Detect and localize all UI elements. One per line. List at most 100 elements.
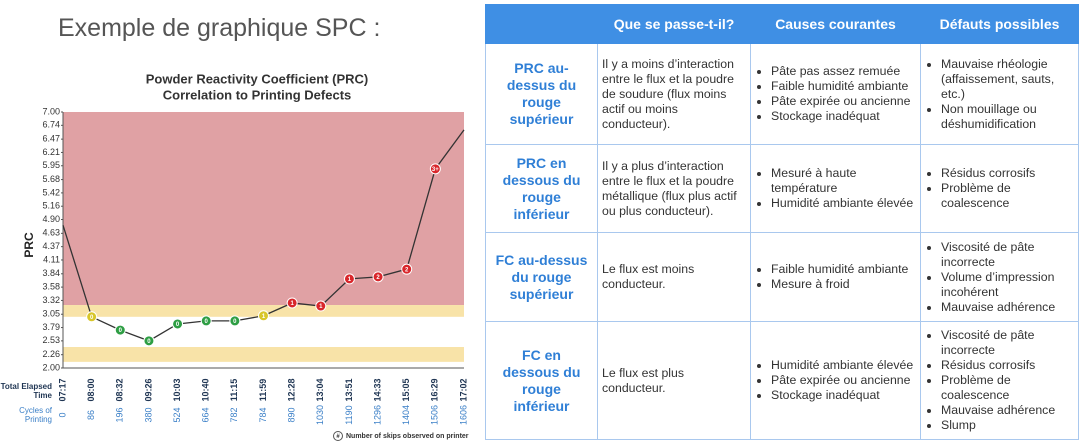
- y-tick-label: 6.47: [42, 134, 60, 144]
- legend-symbol: #: [336, 434, 340, 440]
- x-tick-label: 11:59: [258, 379, 268, 402]
- bullet-list: Viscosité de pâte incorrecteRésidus corr…: [925, 328, 1074, 433]
- data-point: [172, 318, 184, 330]
- bullet-item: Problème de coalescence: [941, 373, 1074, 403]
- y-tick-label: 4.63: [42, 228, 60, 238]
- point-label: 0: [147, 339, 151, 345]
- point-label: 0: [205, 319, 209, 325]
- header-cell: Que se passe-t-il?: [597, 4, 751, 44]
- table: Que se passe-t-il? Causes courantes Défaut…: [485, 4, 1079, 440]
- bullet-item: Faible humidité ambiante: [771, 262, 916, 277]
- x-tick-label: 11:15: [229, 379, 239, 402]
- table-row: PRC en dessous du rouge inférieur Il y a …: [485, 144, 1079, 233]
- x-tick-label: 07:17: [57, 378, 67, 401]
- y-tick-label: 2.26: [42, 349, 60, 359]
- y-tick-label: 7.00: [42, 106, 60, 116]
- data-point: [114, 324, 126, 336]
- header-cell: Causes courantes: [750, 4, 921, 44]
- bullet-item: Mauvaise adhérence: [941, 300, 1074, 315]
- bullet-list: Résidus corrosifsProblème de coalescence: [925, 166, 1074, 211]
- cell: Il y a moins d’interaction entre le flux…: [597, 43, 751, 145]
- x2-tick-label: 890: [287, 407, 297, 422]
- data-point: [286, 297, 298, 309]
- table-row: FC au-dessus du rouge supérieur Le flux e…: [485, 232, 1079, 322]
- chart: Powder Reactivity Coefficient (PRC)Corre…: [1, 71, 469, 441]
- list-cell: Résidus corrosifsProblème de coalescence: [920, 144, 1079, 233]
- point-label: 1: [348, 277, 352, 283]
- point-label: 0: [176, 322, 180, 328]
- list-cell: Mauvaise rhéologie (affaissement, sauts,…: [920, 43, 1079, 145]
- data-point: [229, 315, 241, 327]
- bullet-item: Humidité ambiante élevée: [771, 196, 916, 211]
- y-tick-label: 5.42: [42, 187, 60, 197]
- x-tick-label: 13:04: [315, 378, 325, 401]
- x-axis-label: Total Elapsed: [1, 382, 53, 391]
- bullet-item: Humidité ambiante élevée: [771, 358, 916, 373]
- y-tick-label: 3.79: [42, 322, 60, 332]
- bullet-list: Mesuré à haute températureHumidité ambia…: [755, 166, 916, 211]
- x2-tick-label: 524: [172, 407, 182, 422]
- x-tick-label: 08:32: [115, 378, 125, 401]
- bullet-item: Pâte expirée ou ancienne: [771, 94, 916, 109]
- list-cell: Viscosité de pâte incorrecteRésidus corr…: [920, 321, 1079, 440]
- bullet-item: Volume d’impression incohérent: [941, 270, 1074, 300]
- x2-tick-label: 1296: [372, 405, 382, 425]
- x2-tick-label: 1190: [344, 405, 354, 424]
- bullet-item: Résidus corrosifs: [941, 166, 1074, 181]
- chart-title: Powder Reactivity Coefficient (PRC): [146, 71, 369, 86]
- x2-tick-label: 1030: [315, 405, 325, 425]
- y-tick-label: 3.05: [42, 309, 60, 319]
- list-cell: Humidité ambiante élevéePâte expirée ou …: [750, 321, 921, 440]
- x-tick-label: 12:28: [287, 378, 297, 401]
- bullet-item: Mauvaise adhérence: [941, 403, 1074, 418]
- x-tick-label: 10:40: [201, 378, 211, 401]
- list-cell: Faible humidité ambianteMesure à froid: [750, 232, 921, 322]
- x-tick-label: 14:33: [372, 378, 382, 401]
- y-tick-label: 4.37: [42, 241, 60, 251]
- data-point: [143, 335, 155, 347]
- y-tick-label: 5.95: [42, 160, 60, 170]
- bullet-item: Viscosité de pâte incorrecte: [941, 240, 1074, 270]
- x-tick-label: 17:02: [458, 378, 468, 401]
- bullet-list: Pâte pas assez remuéeFaible humidité amb…: [755, 64, 916, 124]
- bullet-item: Mesuré à haute température: [771, 166, 916, 196]
- bullet-item: Stockage inadéquat: [771, 388, 916, 403]
- row-header: PRC en dessous du rouge inférieur: [485, 144, 598, 233]
- bullet-item: Non mouillage ou déshumidification: [941, 102, 1074, 132]
- point-label: 3+: [432, 167, 439, 173]
- point-label: 1: [290, 301, 294, 307]
- point-label: 0: [233, 319, 237, 325]
- data-point: [315, 300, 327, 312]
- header-row: Que se passe-t-il? Causes courantes Défaut…: [485, 4, 1079, 44]
- x2-tick-label: 86: [86, 410, 96, 420]
- bullet-item: Stockage inadéquat: [771, 109, 916, 124]
- heading: Exemple de graphique SPC :: [58, 14, 381, 42]
- point-label: 2: [376, 275, 380, 281]
- legend-text: Number of skips observed on printer: [346, 433, 469, 440]
- bullet-item: Mauvaise rhéologie (affaissement, sauts,…: [941, 57, 1074, 102]
- bullet-item: Slump: [941, 418, 1074, 433]
- header-cell: [485, 4, 598, 44]
- zone: [63, 347, 464, 362]
- point-label: 1: [319, 304, 323, 310]
- x2-tick-label: 664: [201, 407, 211, 422]
- bullet-item: Pâte expirée ou ancienne: [771, 373, 916, 388]
- x-tick-label: 09:26: [143, 378, 153, 401]
- bullet-item: Problème de coalescence: [941, 181, 1074, 211]
- x2-tick-label: 0: [57, 412, 67, 417]
- cell: Le flux est plus conducteur.: [597, 321, 751, 440]
- x-tick-label: 15:05: [401, 378, 411, 401]
- data-point: [372, 271, 384, 283]
- x2-tick-label: 380: [143, 407, 153, 422]
- bullet-list: Faible humidité ambianteMesure à froid: [755, 262, 916, 292]
- data-point: [429, 163, 441, 175]
- y-tick-label: 5.16: [42, 201, 60, 211]
- x2-axis-label: Cycles of: [19, 406, 53, 415]
- x2-tick-label: 1606: [458, 405, 468, 425]
- table-row: FC en dessous du rouge inférieur Le flux …: [485, 321, 1079, 440]
- point-label: 2: [405, 267, 409, 273]
- x-tick-label: 10:03: [172, 378, 182, 401]
- x-tick-label: 08:00: [86, 378, 96, 401]
- y-tick-label: 6.21: [42, 147, 60, 157]
- legend-symbol-bg: [333, 431, 343, 441]
